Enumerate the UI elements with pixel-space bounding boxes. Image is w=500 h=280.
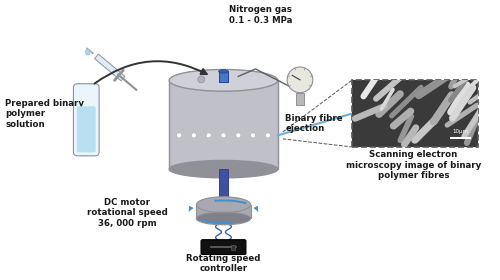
- Text: 10µm: 10µm: [452, 129, 468, 134]
- Circle shape: [236, 133, 241, 138]
- Ellipse shape: [196, 212, 250, 225]
- Bar: [231, 245, 235, 249]
- Circle shape: [287, 67, 313, 93]
- Bar: [352, 80, 478, 147]
- Ellipse shape: [169, 69, 278, 91]
- Text: Binary fibre
ejection: Binary fibre ejection: [285, 114, 343, 134]
- Ellipse shape: [169, 160, 278, 178]
- Polygon shape: [94, 54, 125, 81]
- Ellipse shape: [196, 197, 250, 213]
- Bar: [218, 71, 228, 82]
- Text: Prepared binary
polymer
solution: Prepared binary polymer solution: [6, 99, 84, 129]
- Bar: [196, 205, 250, 218]
- Polygon shape: [114, 69, 124, 81]
- Circle shape: [176, 133, 182, 138]
- Ellipse shape: [86, 49, 90, 55]
- Bar: [169, 80, 278, 169]
- Circle shape: [198, 76, 204, 83]
- Circle shape: [192, 133, 196, 138]
- Bar: [296, 93, 304, 105]
- Circle shape: [250, 133, 256, 138]
- Circle shape: [221, 133, 226, 138]
- Text: Scanning electron
microscopy image of binary
polymer fibres: Scanning electron microscopy image of bi…: [346, 150, 481, 180]
- Text: Nitrogen gas
0.1 - 0.3 MPa: Nitrogen gas 0.1 - 0.3 MPa: [229, 5, 292, 25]
- FancyBboxPatch shape: [74, 84, 99, 156]
- Ellipse shape: [218, 70, 228, 73]
- Circle shape: [206, 133, 211, 138]
- FancyBboxPatch shape: [77, 106, 96, 152]
- Circle shape: [266, 133, 270, 138]
- FancyBboxPatch shape: [201, 240, 246, 255]
- Text: Rotating speed
controller: Rotating speed controller: [186, 254, 260, 273]
- Bar: [219, 169, 228, 200]
- Text: DC motor
rotational speed
36, 000 rpm: DC motor rotational speed 36, 000 rpm: [87, 198, 168, 228]
